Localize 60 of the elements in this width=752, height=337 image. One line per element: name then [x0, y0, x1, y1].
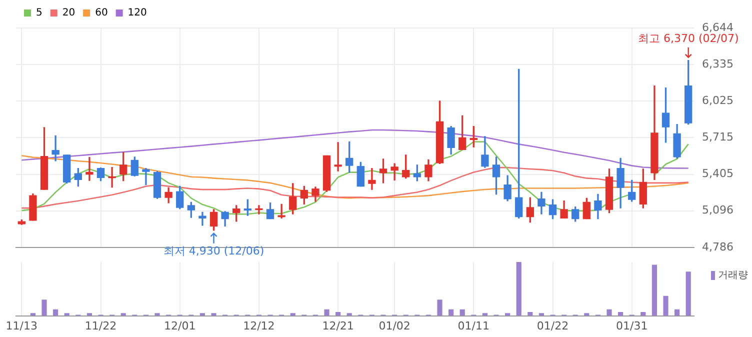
x-tick-label: 12/21 — [322, 319, 354, 332]
bar — [53, 309, 58, 316]
y-tick-label: 6,025 — [702, 94, 734, 107]
x-tick-label: 11/22 — [84, 319, 117, 332]
bar — [482, 313, 488, 316]
x-tick-label: 01/02 — [378, 319, 410, 332]
y-tick-label: 5,405 — [702, 167, 734, 180]
y-tick-label: 6,644 — [702, 20, 734, 34]
bar — [336, 312, 341, 316]
x-tick-label: 12/01 — [164, 319, 196, 332]
bar — [584, 313, 590, 316]
candlestick — [368, 168, 376, 190]
bar — [538, 313, 544, 316]
y-tick-label: 5,715 — [702, 130, 734, 144]
bar — [674, 309, 680, 316]
bar — [154, 313, 160, 316]
bar — [606, 309, 612, 316]
bar — [618, 312, 624, 316]
bar — [652, 264, 657, 316]
bar — [460, 309, 465, 316]
bar — [290, 313, 296, 316]
annotation: 최고 6,370 (02/07) — [638, 32, 739, 46]
bar — [200, 313, 205, 316]
bar — [505, 313, 510, 316]
candlestick — [198, 212, 206, 226]
candlestick — [334, 142, 342, 172]
bar — [324, 309, 330, 316]
legend-label: 120 — [128, 8, 147, 19]
candlestick — [52, 135, 60, 162]
bar — [448, 309, 454, 316]
bar — [663, 296, 668, 316]
candlestick — [255, 205, 263, 214]
legend-label: 20 — [62, 8, 76, 19]
legend-label: 5 — [36, 8, 42, 19]
x-tick-label: 01/11 — [458, 319, 490, 332]
x-tick-label: 11/13 — [6, 319, 38, 332]
bar — [437, 300, 442, 316]
bar — [120, 313, 126, 316]
y-tick-label: 4,786 — [702, 240, 734, 254]
bar — [346, 313, 352, 316]
candlestick — [390, 163, 398, 181]
bar — [86, 313, 92, 316]
y-tick-label: 5,096 — [702, 204, 734, 217]
candlestick — [86, 156, 94, 181]
x-tick-label: 12/12 — [243, 319, 275, 332]
bar — [42, 300, 47, 316]
bar — [30, 313, 36, 316]
bar — [516, 262, 522, 316]
x-tick-label: 01/22 — [536, 319, 569, 332]
bar — [686, 272, 691, 316]
bar — [528, 312, 533, 316]
bar — [64, 313, 70, 316]
bar — [640, 312, 646, 316]
y-tick-label: 6,335 — [702, 57, 734, 70]
bar — [211, 313, 216, 316]
legend-label: 거래량 — [718, 269, 748, 282]
candlestick — [142, 168, 150, 186]
annotation: 최저 4,930 (12/06) — [163, 244, 264, 258]
x-tick-label: 01/31 — [616, 319, 648, 332]
legend-label: 60 — [95, 8, 108, 19]
